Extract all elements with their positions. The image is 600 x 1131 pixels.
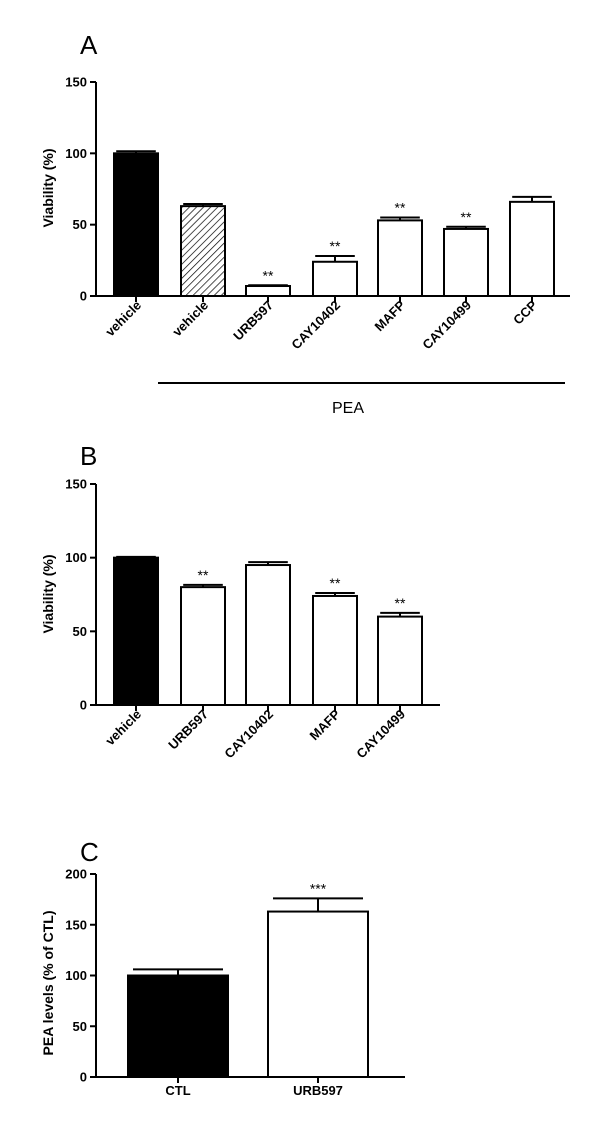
p1-y-tick-label-50: 50: [73, 624, 87, 639]
p0-bar-urb597-2: [245, 285, 291, 298]
p0-category-label-vehicle-1: vehicle: [169, 298, 211, 340]
chart-marks-b: 0 50 100 150 vehicle ** URB597 CAY10402 ** MAFP **…: [65, 477, 440, 762]
p0-y-tick-label-0: 0: [80, 289, 87, 304]
y-axis-label-c: PEA levels (% of CTL): [40, 911, 56, 1056]
p0-bar-vehicle-1: [180, 205, 226, 297]
p0-bar-cay10499-5: [443, 227, 489, 298]
p0-category-label-cay10402-3: CAY10402: [288, 298, 343, 353]
p0-y-tick-label-100: 100: [65, 146, 87, 161]
p2-y-tick-label-100: 100: [65, 968, 87, 983]
p2-bar-ctl-0: [127, 974, 229, 1078]
p1-bar-vehicle-0: [113, 556, 159, 707]
panel-label-a: A: [80, 30, 98, 60]
chart-panel-c: C PEA levels (% of CTL) 0 50 100 150 200 CTL *…: [40, 837, 405, 1098]
p0-y-tick-label-50: 50: [73, 217, 87, 232]
p1-bar-urb597-1: [180, 586, 226, 707]
y-axis-label-a: Viability (%): [40, 148, 56, 227]
p0-significance-cay10499-5: **: [461, 209, 472, 225]
p1-category-label-cay10499-4: CAY10499: [353, 707, 408, 762]
panel-label-b: B: [80, 441, 97, 471]
p0-category-label-urb597-2: URB597: [230, 298, 276, 344]
p1-significance-mafp-3: **: [330, 575, 341, 591]
p0-category-label-mafp-4: MAFP: [371, 297, 408, 334]
p0-category-label-ccp-6: CCP: [510, 297, 540, 327]
p0-category-label-vehicle-0: vehicle: [102, 298, 144, 340]
p2-category-label-ctl-0: CTL: [165, 1083, 190, 1098]
p2-category-label-urb597-1: URB597: [293, 1083, 343, 1098]
chart-panel-b: B Viability (%) 0 50 100 150 vehicle ** URB597…: [40, 441, 440, 761]
chart-panel-a: A Viability (%) 0 50 100 150 vehicle vehicle *…: [40, 30, 570, 417]
p2-bar-urb597-1: [267, 910, 369, 1078]
p0-bar-vehicle-0: [113, 152, 159, 297]
p2-y-tick-label-0: 0: [80, 1070, 87, 1085]
p1-significance-urb597-1: **: [198, 567, 209, 583]
chart-marks-a: 0 50 100 150 vehicle vehicle ** URB597 ** CAY1040…: [65, 75, 570, 384]
p0-bar-mafp-4: [377, 219, 423, 298]
p2-y-tick-label-50: 50: [73, 1019, 87, 1034]
p2-y-tick-label-200: 200: [65, 867, 87, 882]
p1-category-label-urb597-1: URB597: [165, 707, 211, 753]
p0-bar-cay10402-3: [312, 260, 358, 298]
p1-category-label-mafp-3: MAFP: [306, 706, 343, 743]
p0-bar-ccp-6: [509, 200, 555, 297]
p1-y-tick-label-100: 100: [65, 550, 87, 565]
group-label-pea: PEA: [332, 400, 364, 417]
p1-significance-cay10499-4: **: [395, 595, 406, 611]
p0-y-tick-label-150: 150: [65, 75, 87, 90]
p2-significance-urb597-1: ***: [310, 880, 327, 896]
panel-label-c: C: [80, 837, 99, 867]
p0-significance-mafp-4: **: [395, 200, 406, 216]
p1-category-label-vehicle-0: vehicle: [102, 707, 144, 749]
p0-category-label-cay10499-5: CAY10499: [419, 298, 474, 353]
p1-bar-cay10402-2: [245, 564, 291, 706]
p0-significance-urb597-2: **: [263, 267, 274, 283]
p2-y-tick-label-150: 150: [65, 917, 87, 932]
y-axis-label-b: Viability (%): [40, 554, 56, 633]
p1-y-tick-label-0: 0: [80, 698, 87, 713]
chart-marks-c: 0 50 100 150 200 CTL *** URB597: [65, 867, 405, 1098]
p1-bar-mafp-3: [312, 594, 358, 706]
p1-bar-cay10499-4: [377, 615, 423, 706]
p1-y-tick-label-150: 150: [65, 477, 87, 492]
p1-category-label-cay10402-2: CAY10402: [221, 707, 276, 762]
p0-significance-cay10402-3: **: [330, 238, 341, 254]
